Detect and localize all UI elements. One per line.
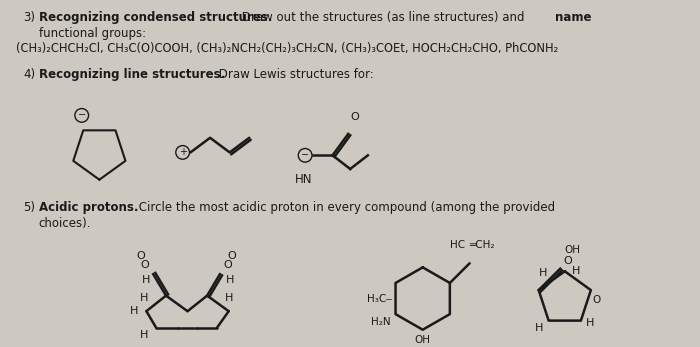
Text: H: H	[225, 293, 233, 303]
Text: HC: HC	[450, 240, 466, 250]
Text: Circle the most acidic proton in every compound (among the provided: Circle the most acidic proton in every c…	[134, 201, 555, 214]
Text: O: O	[564, 256, 572, 266]
Text: choices).: choices).	[38, 217, 91, 230]
Text: functional groups:: functional groups:	[38, 27, 146, 40]
Text: (CH₃)₂CHCH₂Cl, CH₃C(O)COOH, (CH₃)₂NCH₂(CH₂)₃CH₂CN, (CH₃)₃COEt, HOCH₂CH₂CHO, PhCO: (CH₃)₂CHCH₂Cl, CH₃C(O)COOH, (CH₃)₂NCH₂(C…	[16, 42, 559, 55]
Text: Recognizing line structures.: Recognizing line structures.	[38, 68, 225, 81]
Text: Draw out the structures (as line structures) and: Draw out the structures (as line structu…	[239, 11, 528, 24]
Text: H₂N: H₂N	[371, 317, 391, 327]
Text: H: H	[536, 323, 544, 333]
Text: H: H	[226, 275, 234, 285]
Text: HN: HN	[295, 173, 312, 186]
Text: H₃C: H₃C	[368, 294, 386, 304]
Text: H: H	[572, 265, 580, 276]
Text: name: name	[555, 11, 592, 24]
Text: O: O	[228, 251, 237, 261]
Text: O: O	[141, 260, 149, 270]
Text: Recognizing condensed structures.: Recognizing condensed structures.	[38, 11, 272, 24]
Text: H: H	[142, 275, 150, 285]
Text: −: −	[301, 150, 309, 160]
Text: Draw Lewis structures for:: Draw Lewis structures for:	[215, 68, 374, 81]
Text: OH: OH	[564, 245, 580, 255]
Text: −: −	[78, 110, 86, 120]
Text: OH: OH	[414, 335, 430, 345]
Text: H: H	[140, 330, 148, 340]
Text: O: O	[350, 112, 359, 122]
Text: ═CH₂: ═CH₂	[470, 240, 495, 250]
Text: H: H	[539, 268, 547, 278]
Text: +: +	[178, 147, 187, 158]
Text: 3): 3)	[23, 11, 35, 24]
Text: 5): 5)	[23, 201, 35, 214]
Text: H: H	[130, 306, 139, 316]
Text: Acidic protons.: Acidic protons.	[38, 201, 138, 214]
Text: H: H	[140, 293, 148, 303]
Text: O: O	[224, 260, 232, 270]
Text: O: O	[136, 251, 146, 261]
Text: H: H	[586, 318, 594, 328]
Text: 4): 4)	[23, 68, 35, 81]
Text: O: O	[593, 295, 601, 305]
